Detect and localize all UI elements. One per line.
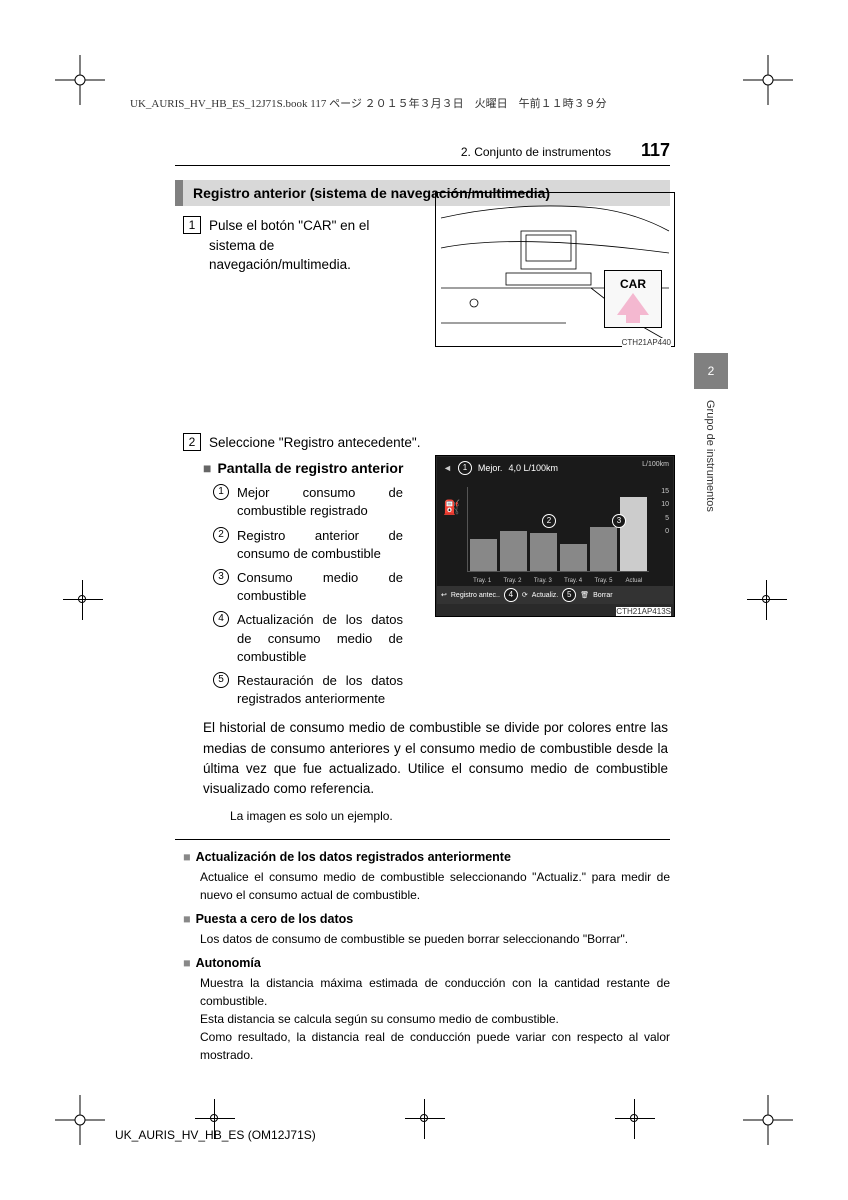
screen-callout-4: 4 [504, 588, 518, 602]
chapter-tab: 2 [694, 353, 728, 389]
screen-callout-5: 5 [562, 588, 576, 602]
figure-screen: ◄ 1 Mejor. 4,0 L/100km L/100km ⛽ 15 10 5… [435, 455, 675, 617]
callout-3-num: 3 [213, 569, 229, 585]
step-2-number: 2 [183, 433, 201, 451]
callout-1-num: 1 [213, 484, 229, 500]
callout-1-text: Mejor consumo de combustible registrado [237, 484, 403, 520]
nav-screen: ◄ 1 Mejor. 4,0 L/100km L/100km ⛽ 15 10 5… [437, 457, 673, 604]
crop-mark-tl [55, 55, 105, 105]
back-arrow-icon: ◄ [443, 463, 452, 473]
callout-5-num: 5 [213, 672, 229, 688]
screen-callout-1: 1 [458, 461, 472, 475]
car-button[interactable]: CAR [604, 270, 662, 328]
reg-mark-b2 [420, 1114, 428, 1122]
bar-2 [500, 531, 527, 571]
y-axis: 15 10 5 0 [661, 485, 669, 538]
figure-dashboard: CAR CTH21AP440 [435, 192, 675, 347]
bottom-back-label[interactable]: Registro antec.. [451, 592, 500, 599]
info-marker: ■ [183, 850, 191, 864]
source-meta: UK_AURIS_HV_HB_ES_12J71S.book 117 ページ ２０… [130, 95, 607, 111]
image-disclaimer: La imagen es solo un ejemplo. [230, 809, 675, 823]
info-3-body-3: Como resultado, la distancia real de con… [200, 1028, 670, 1064]
page-header: 2. Conjunto de instrumentos 117 [175, 140, 670, 166]
unit-label: L/100km [642, 461, 669, 468]
bar-3 [530, 533, 557, 571]
divider [175, 839, 670, 840]
callout-5-text: Restauración de los datos registrados an… [237, 672, 403, 708]
info-3-body-2: Esta distancia se calcula según su consu… [200, 1010, 670, 1028]
info-3-head: Autonomía [196, 956, 261, 970]
breadcrumb: 2. Conjunto de instrumentos [461, 145, 611, 159]
car-button-label: CAR [605, 277, 661, 291]
bottom-clear-label[interactable]: Borrar [593, 592, 612, 599]
explanation-paragraph: El historial de consumo medio de combust… [203, 718, 668, 799]
callout-2-num: 2 [213, 527, 229, 543]
crop-mark-bl [55, 1095, 105, 1145]
reg-mark-b1 [210, 1114, 218, 1122]
callout-3-text: Consumo medio de combustible [237, 569, 403, 605]
figure-1-caption: CTH21AP440 [622, 338, 671, 347]
info-2-head: Puesta a cero de los datos [196, 912, 354, 926]
bar-6 [620, 497, 647, 571]
refresh-icon: ⟳ [522, 591, 528, 599]
screen-bottom-bar: ↩ Registro antec.. 4 ⟳ Actualiz. 5 🗑 Bor… [437, 586, 673, 604]
callout-4-text: Actualización de los datos de consumo me… [237, 611, 403, 666]
best-value: 4,0 L/100km [508, 463, 558, 473]
callout-2-text: Registro anterior de consumo de combusti… [237, 527, 403, 563]
screen-callout-3: 3 [612, 514, 626, 528]
up-arrow-icon [617, 293, 649, 315]
figure-2-caption: CTH21AP413S [616, 607, 671, 616]
bar-5 [590, 527, 617, 571]
step-1-number: 1 [183, 216, 201, 234]
info-2-body: Los datos de consumo de combustible se p… [200, 930, 670, 948]
x-axis-labels: Tray. 1 Tray. 2 Tray. 3 Tray. 4 Tray. 5 … [467, 578, 649, 584]
bar-1 [470, 539, 497, 571]
reg-mark-b3 [630, 1114, 638, 1122]
screen-callout-2: 2 [542, 514, 556, 528]
bar-4 [560, 544, 587, 571]
crop-mark-tr [743, 55, 793, 105]
bottom-update-label[interactable]: Actualiz. [532, 592, 558, 599]
reg-mark-left [78, 595, 86, 603]
info-marker: ■ [183, 912, 191, 926]
best-label: Mejor. [478, 463, 503, 473]
callout-4-num: 4 [213, 611, 229, 627]
subhead-marker: ■ [203, 460, 211, 476]
bar-chart [467, 487, 649, 572]
step-2-text: Seleccione "Registro antecedente". [209, 433, 469, 453]
crop-mark-br [743, 1095, 793, 1145]
step-1-text: Pulse el botón "CAR" en el sistema de na… [209, 216, 419, 275]
subhead-text: Pantalla de registro anterior [217, 460, 403, 476]
fuel-pump-icon: ⛽ [443, 499, 459, 515]
info-marker: ■ [183, 956, 191, 970]
info-1-head: Actualización de los datos registrados a… [196, 850, 511, 864]
chapter-tab-label: Grupo de instrumentos [704, 400, 716, 512]
info-3-body-1: Muestra la distancia máxima estimada de … [200, 974, 670, 1010]
info-1-body: Actualice el consumo medio de combustibl… [200, 868, 670, 904]
trash-icon: 🗑 [580, 591, 589, 599]
footer-code: UK_AURIS_HV_HB_ES (OM12J71S) [115, 1128, 316, 1142]
return-arrow-icon: ↩ [441, 591, 447, 599]
page-number: 117 [641, 140, 670, 161]
reg-mark-right [762, 595, 770, 603]
